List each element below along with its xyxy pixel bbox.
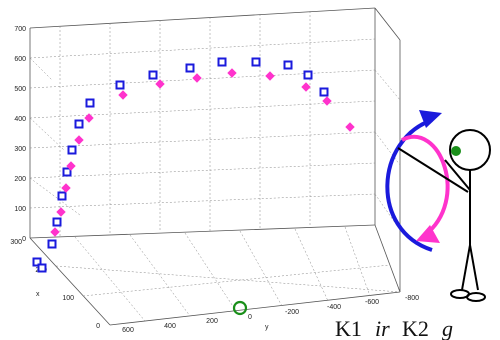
x-tick-label: 300 xyxy=(10,239,22,246)
y-tick-label: 200 xyxy=(206,318,218,325)
diamond-point xyxy=(301,82,311,92)
box-edge xyxy=(29,7,376,29)
x-tick-label: 100 xyxy=(62,295,74,302)
blue-curved-arrow xyxy=(385,118,433,252)
figure-arm xyxy=(444,159,471,191)
square-point xyxy=(67,145,77,155)
label-ir: ir xyxy=(375,316,390,340)
box-edge xyxy=(374,7,401,41)
diamond-point xyxy=(265,71,275,81)
diamond-point xyxy=(84,113,94,123)
diamond-point xyxy=(227,68,237,78)
diamond-point xyxy=(345,122,355,132)
square-point xyxy=(37,263,47,273)
green-circle-marker xyxy=(232,300,248,316)
z-tick-label: 600 xyxy=(14,56,26,63)
y-axis-label: y xyxy=(265,324,269,331)
diamond-point xyxy=(50,227,60,237)
box-edge xyxy=(109,291,401,326)
z-tick-label: 200 xyxy=(14,176,26,183)
diamond-point xyxy=(192,73,202,83)
square-point xyxy=(303,70,313,80)
annotation-labels: K1 ir K2 g xyxy=(335,316,453,340)
diamond-point xyxy=(61,183,71,193)
axes-box xyxy=(29,7,401,326)
y-tick-label: -600 xyxy=(365,299,379,306)
diamond-point xyxy=(74,135,84,145)
x-axis-label: x xyxy=(36,291,40,298)
square-point xyxy=(85,98,95,108)
square-point xyxy=(148,70,158,80)
y-tick-label: 0 xyxy=(248,314,252,321)
label-g: g xyxy=(442,316,453,340)
square-point xyxy=(217,57,227,67)
z-tick-label: 400 xyxy=(14,116,26,123)
grid-lines xyxy=(29,11,401,322)
box-edge xyxy=(29,237,111,326)
figure-eye xyxy=(451,146,461,156)
series-diamonds xyxy=(50,68,355,237)
z-tick-label: 300 xyxy=(14,146,26,153)
figure-leg xyxy=(461,244,471,291)
rotation-arrows xyxy=(385,110,450,252)
y-tick-label: 400 xyxy=(164,323,176,330)
series-squares xyxy=(32,57,329,273)
label-k1: K1 xyxy=(335,316,362,340)
y-tick-label: -400 xyxy=(327,304,341,311)
box-edge xyxy=(374,224,401,293)
square-point xyxy=(32,257,42,267)
z-tick-label: 100 xyxy=(14,206,26,213)
label-k2: K2 xyxy=(402,316,429,340)
figure-arm xyxy=(397,147,469,193)
square-point xyxy=(115,80,125,90)
blue-arrow-head xyxy=(419,110,442,128)
y-tick-labels: 600 400 200 0 -200 -400 -600 -800 y xyxy=(122,295,419,334)
square-point xyxy=(319,87,329,97)
z-tick-label: 500 xyxy=(14,86,26,93)
stick-figure xyxy=(397,129,491,302)
diamond-point xyxy=(56,207,66,217)
figure-leg xyxy=(469,244,479,291)
figure-foot xyxy=(466,292,486,302)
y-tick-label: 600 xyxy=(122,327,134,334)
y-tick-label: -200 xyxy=(285,309,299,316)
z-tick-label: 0 xyxy=(22,236,26,243)
diamond-point xyxy=(118,90,128,100)
z-tick-label: 700 xyxy=(14,26,26,33)
diamond-point xyxy=(66,161,76,171)
square-point xyxy=(62,167,72,177)
z-tick-labels: 700 600 500 400 300 200 100 0 xyxy=(14,26,26,243)
magenta-curved-arrow xyxy=(401,135,450,237)
square-point xyxy=(52,217,62,227)
box-edge xyxy=(29,224,376,239)
square-point xyxy=(47,239,57,249)
y-tick-label: -800 xyxy=(405,295,419,302)
x-tick-label: 0 xyxy=(96,323,100,330)
square-point xyxy=(74,119,84,129)
diamond-point xyxy=(322,96,332,106)
square-point xyxy=(251,57,261,67)
magenta-arrow-head xyxy=(416,225,440,243)
diamond-point xyxy=(155,79,165,89)
square-point xyxy=(57,191,67,201)
square-point xyxy=(185,63,195,73)
x-tick-labels: 300 200 100 0 x xyxy=(10,239,100,330)
square-point xyxy=(283,60,293,70)
